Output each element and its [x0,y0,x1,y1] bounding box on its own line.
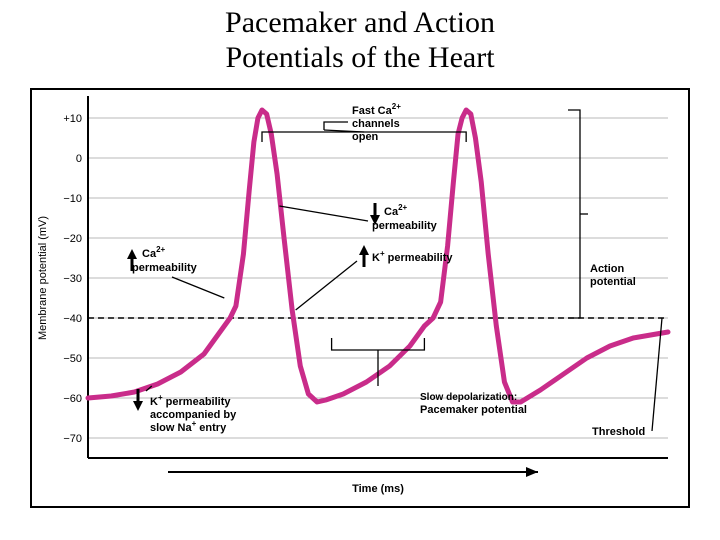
svg-text:K+ permeability: K+ permeability [372,249,453,264]
annotation-action-potential: Action potential [568,110,636,318]
title-line-2: Potentials of the Heart [225,41,494,74]
annotation-ca-down: Ca2+ permeability [279,203,437,232]
title-line-1: Pacemaker and Action [225,6,495,39]
pacemaker-chart: +10 0 −10 −20 −30 −40 −50 −60 −70 Membrane potent… [32,90,688,506]
y-tick-label: −30 [63,273,82,285]
y-axis-title: Membrane potential (mV) [37,216,49,340]
svg-text:Ca2+: Ca2+ [142,245,166,260]
y-tick-label: 0 [76,153,82,165]
svg-text:slow Na+ entry: slow Na+ entry [150,419,227,434]
y-tick-label: −50 [63,353,82,365]
annotation-k-na: K+ permeability accompanied by slow Na+ … [133,386,237,434]
y-tick-label: +10 [63,113,82,125]
svg-text:potential: potential [590,276,636,288]
svg-text:Slow depolarization:: Slow depolarization: [420,392,517,403]
page-title: Pacemaker and Action Potentials of the H… [0,0,720,75]
svg-text:Ca2+: Ca2+ [384,203,408,218]
y-tick-label: −70 [63,433,82,445]
svg-text:K+ permeability: K+ permeability [150,393,231,408]
svg-text:Action: Action [590,263,625,275]
chart-container: +10 0 −10 −20 −30 −40 −50 −60 −70 Membrane potent… [30,88,690,508]
svg-text:open: open [352,131,379,143]
svg-text:Threshold: Threshold [592,426,645,438]
y-tick-label: −40 [63,313,82,325]
svg-text:permeability: permeability [372,220,438,232]
y-tick-label: −20 [63,233,82,245]
y-tick-label: −10 [63,193,82,205]
svg-text:channels: channels [352,118,400,130]
svg-text:Fast Ca2+: Fast Ca2+ [352,102,401,117]
svg-text:Pacemaker potential: Pacemaker potential [420,404,527,416]
annotation-fast-ca: Fast Ca2+ channels open [262,102,466,143]
annotation-ca-up: Ca2+ permeability [127,245,224,298]
svg-text:permeability: permeability [132,262,198,274]
x-axis-title: Time (ms) [352,483,404,495]
y-tick-label: −60 [63,393,82,405]
